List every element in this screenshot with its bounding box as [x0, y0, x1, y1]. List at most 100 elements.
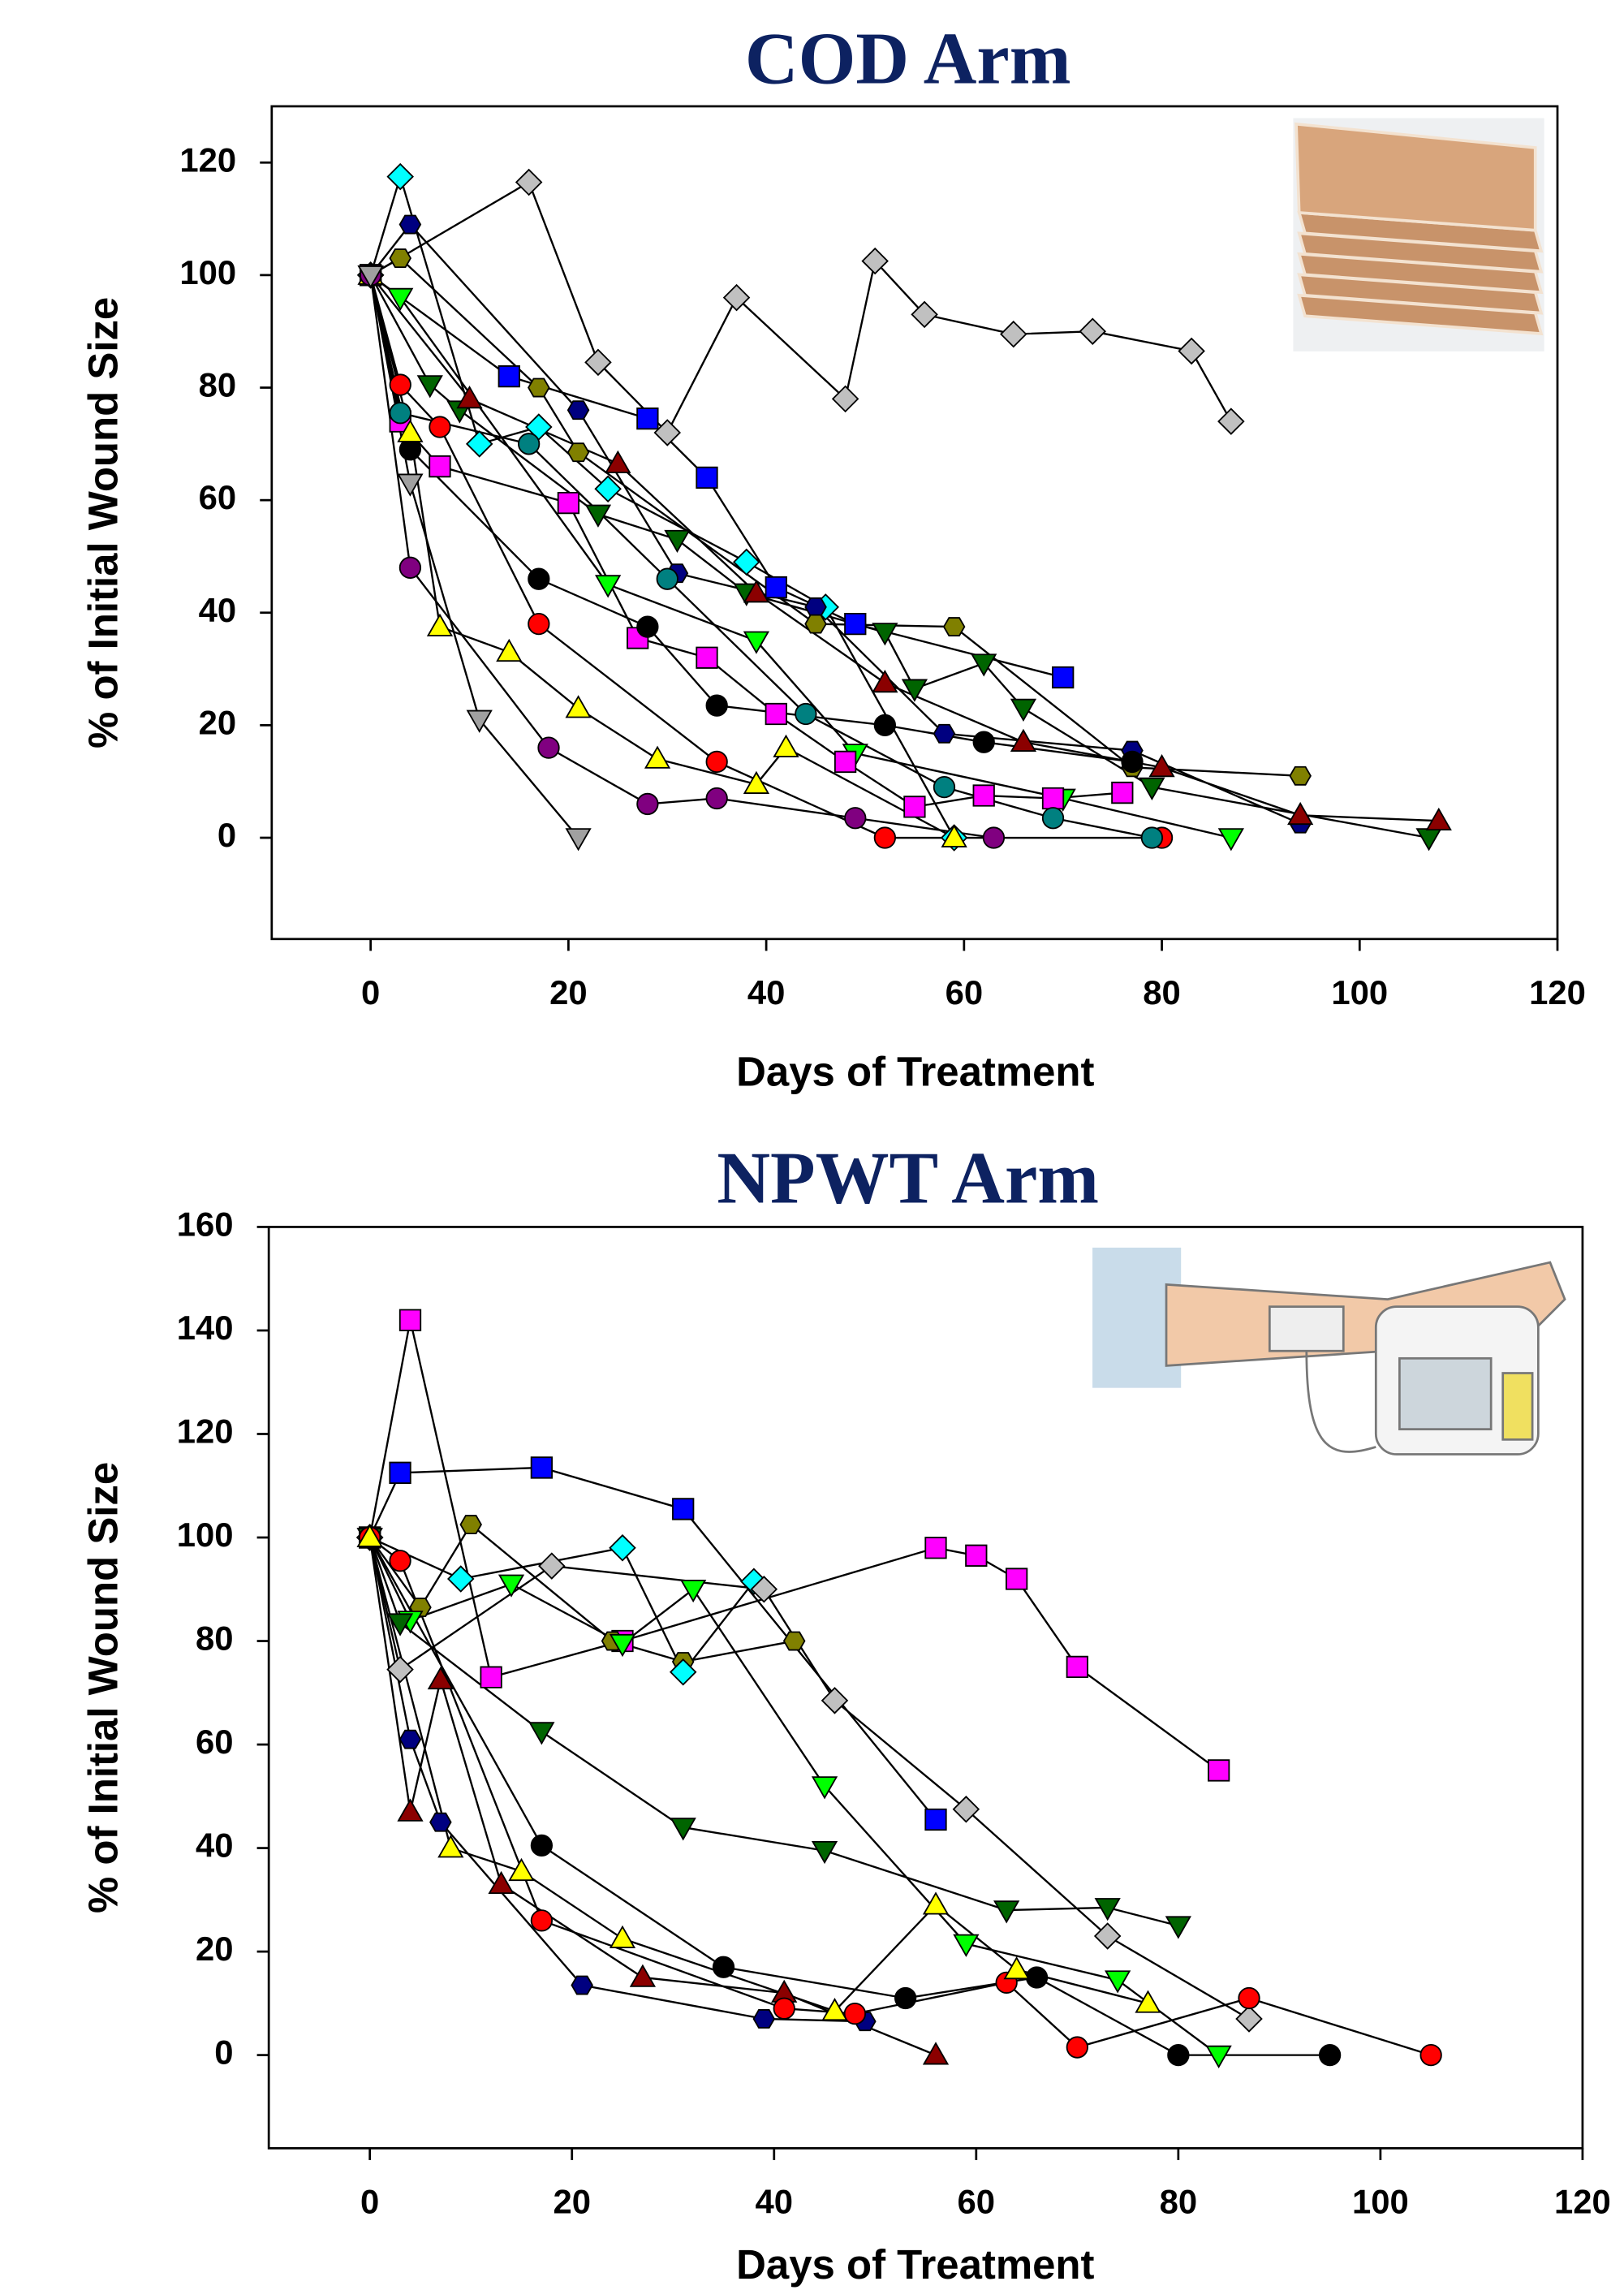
series-line	[368, 1537, 1250, 2020]
marker	[498, 365, 520, 388]
series-line	[368, 1537, 1330, 2056]
series-line	[369, 274, 955, 839]
marker	[389, 1550, 411, 1572]
y-tick-label: 20	[199, 703, 237, 741]
marker	[782, 1631, 806, 1651]
marker	[398, 1309, 422, 1331]
series-line	[368, 1537, 1220, 2056]
marker	[1003, 1956, 1030, 1980]
marker	[437, 1835, 464, 1858]
marker	[972, 784, 995, 807]
y-axis-label: % of Initial Wound Size	[80, 1462, 127, 1913]
marker	[1415, 828, 1442, 852]
marker	[387, 287, 414, 312]
marker	[398, 1729, 422, 1749]
y-tick-label: 100	[177, 1516, 234, 1554]
x-tick-label: 60	[958, 2183, 996, 2221]
marker	[356, 1524, 383, 1547]
marker	[488, 1870, 515, 1895]
marker	[1148, 753, 1175, 778]
marker	[518, 433, 541, 455]
marker	[1167, 2043, 1190, 2067]
marker	[1121, 750, 1144, 774]
marker	[398, 214, 422, 235]
y-tick-label: 60	[196, 1723, 234, 1761]
marker	[773, 734, 799, 757]
y-tick-label: 0	[214, 2033, 233, 2072]
marker	[386, 162, 414, 191]
marker	[357, 265, 384, 289]
marker	[1238, 1986, 1260, 2010]
series-line	[368, 1537, 1179, 1927]
marker	[1025, 1966, 1049, 1989]
marker	[644, 745, 671, 769]
marker	[894, 1986, 917, 2010]
x-tick-label: 20	[553, 2183, 591, 2221]
marker	[982, 826, 1006, 849]
marker	[1235, 2005, 1263, 2033]
marker	[705, 694, 728, 717]
x-tick-label: 100	[1352, 2183, 1409, 2221]
y-tick-label: 120	[177, 1412, 234, 1451]
marker	[416, 375, 443, 399]
series-line	[369, 274, 1162, 839]
marker	[571, 1975, 593, 1995]
marker	[427, 1666, 454, 1690]
marker	[664, 529, 691, 554]
marker	[386, 1655, 414, 1684]
marker	[861, 247, 889, 275]
y-tick-label: 40	[199, 591, 237, 629]
marker	[528, 567, 550, 590]
marker	[386, 1613, 414, 1637]
plot-frame	[270, 105, 1559, 941]
marker	[821, 1998, 848, 2021]
marker	[528, 1722, 555, 1745]
x-axis-label: Days of Treatment	[736, 1049, 1094, 1095]
series-line	[369, 274, 579, 839]
marker	[811, 1776, 838, 1800]
marker	[1066, 2036, 1088, 2059]
y-tick-label: 40	[196, 1826, 234, 1865]
y-tick-label: 120	[179, 140, 236, 179]
marker	[1178, 337, 1205, 365]
marker	[872, 623, 898, 646]
marker	[911, 300, 938, 329]
marker	[565, 828, 592, 852]
marker	[843, 2002, 867, 2025]
marker	[1041, 787, 1065, 810]
y-tick-label: 0	[218, 816, 236, 854]
marker	[743, 631, 770, 654]
marker	[670, 1818, 696, 1841]
marker	[1010, 698, 1037, 722]
series-line	[368, 1523, 795, 1663]
marker	[712, 1956, 735, 1978]
marker	[459, 1515, 482, 1535]
chart-title: COD Arm	[745, 18, 1071, 100]
marker	[811, 1840, 838, 1865]
y-tick-label: 140	[177, 1309, 234, 1347]
marker	[952, 1796, 980, 1823]
y-tick-label: 100	[179, 253, 236, 291]
marker	[528, 377, 550, 398]
series-line	[368, 1537, 865, 2023]
marker	[1005, 1568, 1028, 1590]
marker	[1111, 781, 1134, 804]
marker	[1010, 728, 1037, 753]
marker	[397, 419, 424, 442]
marker	[743, 770, 770, 794]
marker	[389, 1461, 411, 1484]
chart-title: NPWT Arm	[717, 1136, 1099, 1218]
marker	[447, 1565, 475, 1593]
marker	[609, 1925, 636, 1948]
marker	[1425, 807, 1452, 831]
marker	[1094, 1898, 1121, 1921]
y-tick-label: 20	[196, 1930, 234, 1968]
marker	[566, 400, 590, 420]
marker	[429, 1812, 452, 1832]
marker	[972, 731, 995, 753]
marker	[903, 796, 926, 818]
marker	[389, 373, 411, 396]
series-line	[369, 274, 1152, 839]
y-tick-label: 80	[199, 366, 237, 404]
